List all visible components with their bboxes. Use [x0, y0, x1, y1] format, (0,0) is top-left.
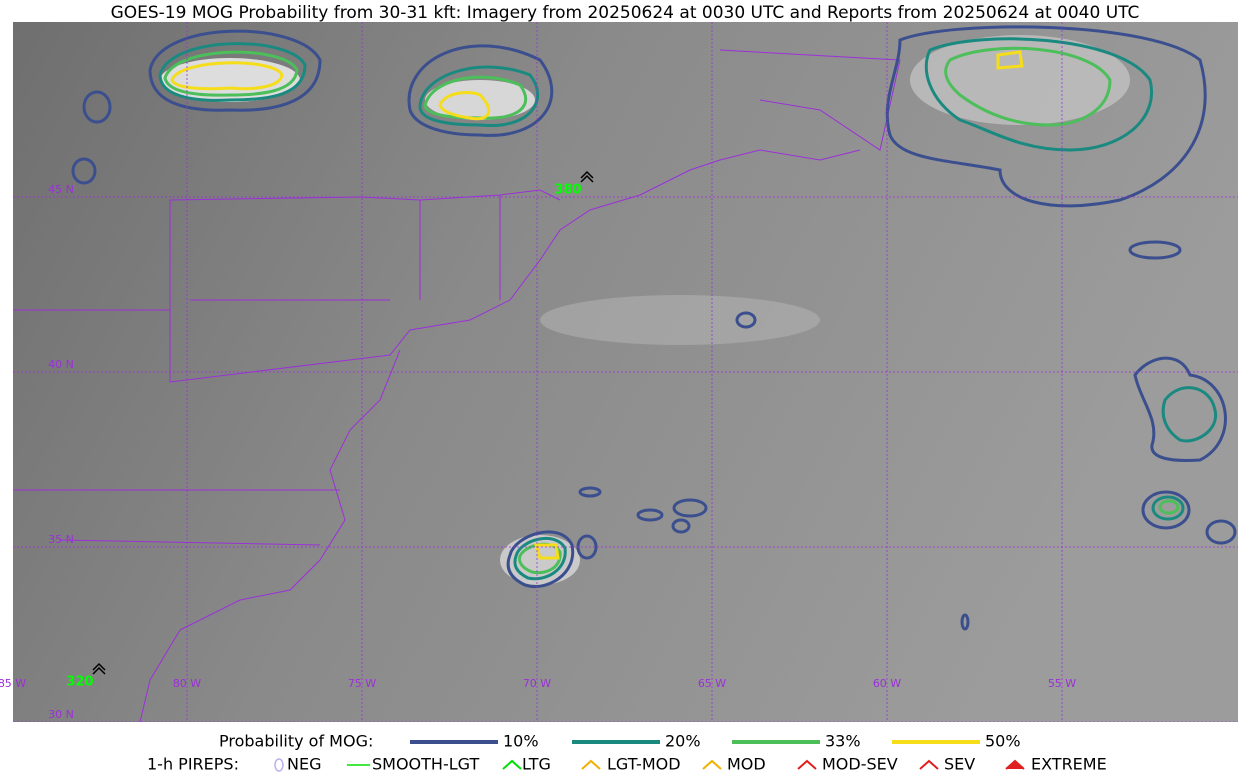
legend: Probability of MOG: 10% 20% 33% 50% 1-h PIREP… — [147, 732, 1107, 774]
legend-title: Probability of MOG: — [219, 732, 373, 751]
lon-label: 75 W — [348, 677, 376, 690]
legend-icon — [797, 759, 817, 770]
lat-label: 35 N — [48, 533, 74, 546]
legend-label: EXTREME — [1031, 755, 1107, 774]
lat-label: 30 N — [48, 708, 74, 721]
lon-label: 65 W — [698, 677, 726, 690]
cloud — [425, 80, 535, 120]
legend-icon — [581, 759, 601, 770]
legend-title: 1-h PIREPS: — [147, 755, 239, 774]
legend-label: 10% — [503, 732, 539, 751]
cloud — [540, 295, 820, 345]
legend-label: MOD-SEV — [822, 755, 898, 774]
lon-label: 70 W — [523, 677, 551, 690]
lon-label: 60 W — [873, 677, 901, 690]
legend-icon — [702, 759, 722, 770]
legend-icon — [502, 759, 522, 770]
legend-label: MOD — [727, 755, 766, 774]
map — [13, 22, 1238, 722]
ltg-icon — [580, 170, 594, 183]
legend-icon — [1005, 759, 1025, 770]
legend-icon — [919, 759, 939, 770]
ltg-icon — [92, 662, 106, 675]
legend-label: LTG — [522, 755, 551, 774]
report-label: 380 — [554, 183, 581, 198]
lon-label: 55 W — [1048, 677, 1076, 690]
coastline — [13, 49, 901, 722]
legend-label: SEV — [944, 755, 975, 774]
legend-icon — [274, 758, 284, 772]
report-label: 320 — [66, 675, 93, 690]
cloud — [160, 58, 300, 102]
title: GOES-19 MOG Probability from 30-31 kft: … — [111, 3, 1140, 23]
legend-label: 20% — [665, 732, 701, 751]
labels: 45 N 40 N 35 N 30 N 85 W 80 W 75 W 70 W 65 W 60 W… — [0, 170, 1076, 721]
lat-label: 45 N — [48, 183, 74, 196]
legend-label: NEG — [287, 755, 321, 774]
lon-label: 80 W — [173, 677, 201, 690]
legend-label: 33% — [825, 732, 861, 751]
lat-label: 40 N — [48, 358, 74, 371]
legend-label: SMOOTH-LGT — [372, 755, 479, 774]
graticule — [13, 22, 1238, 722]
lon-label: 85 W — [0, 677, 26, 690]
legend-label: LGT-MOD — [607, 755, 681, 774]
legend-label: 50% — [985, 732, 1021, 751]
